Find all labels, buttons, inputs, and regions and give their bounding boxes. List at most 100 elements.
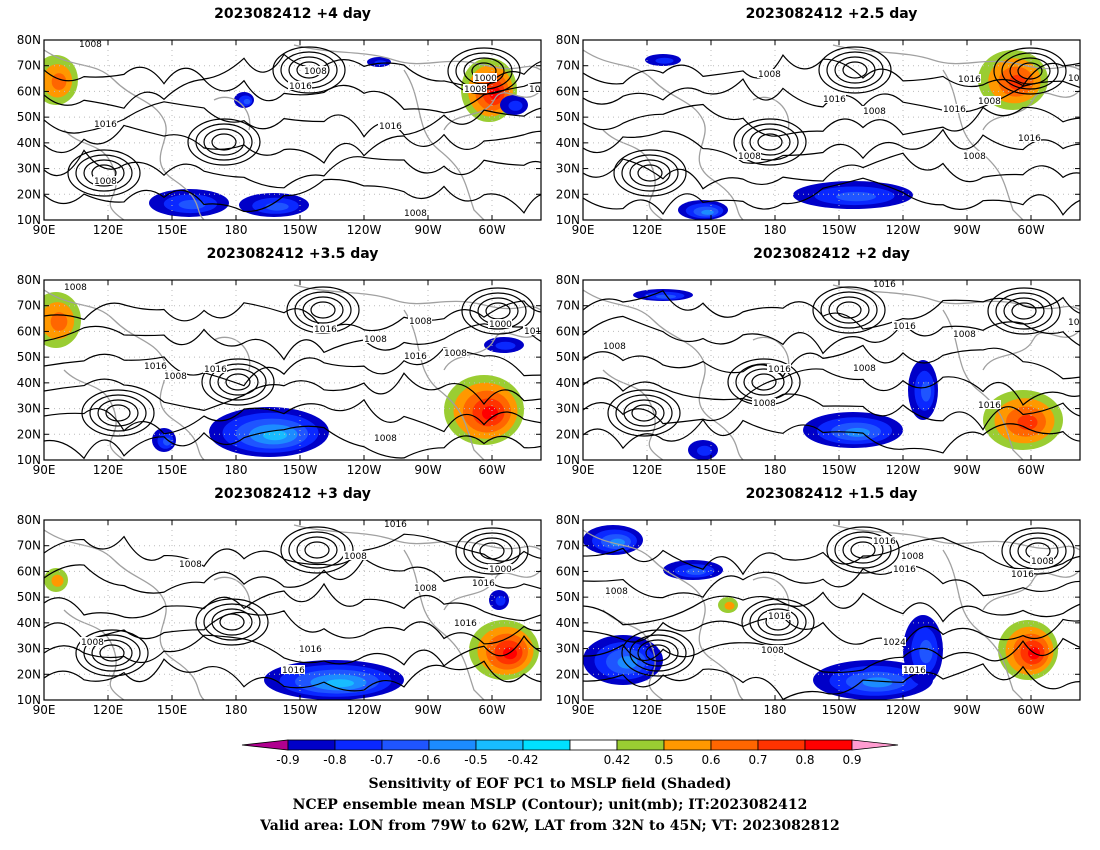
sensitivity-shading-positive (983, 390, 1063, 450)
gridlines (583, 280, 1080, 460)
isobar-label: 1008 (444, 349, 467, 359)
lon-tick-label: 150E (696, 463, 727, 477)
isobar-label: 1016 (379, 122, 402, 132)
isobar-label: 1008 (963, 152, 986, 162)
isobar-label: 1008 (81, 638, 104, 648)
isobar-label: 1008 (404, 209, 427, 219)
isobar-label: 1016 (144, 362, 167, 372)
isobar-label: 1016 (384, 520, 407, 530)
lon-tick-label: 120W (886, 703, 921, 717)
lon-tick-label: 90E (33, 703, 56, 717)
sensitivity-shading-positive (444, 375, 524, 445)
isobar-label: 1008 (605, 587, 628, 597)
footer-contour-note: NCEP ensemble mean MSLP (Contour); unit(… (292, 797, 808, 813)
lon-tick-label: 60W (1017, 223, 1044, 237)
sensitivity-shading-negative (489, 590, 509, 610)
lon-tick-label: 120E (93, 703, 124, 717)
isobar-contours (583, 46, 1080, 216)
lon-tick-label: 180 (764, 703, 787, 717)
lon-tick-label: 90W (414, 703, 441, 717)
lat-tick-label: 20N (556, 427, 580, 441)
lat-tick-label: 50N (556, 110, 580, 124)
lon-tick-label: 150W (822, 703, 857, 717)
colorbar-swatch (616, 739, 665, 751)
lon-tick-label: 90W (414, 223, 441, 237)
isobar-label: 1016 (1011, 570, 1034, 580)
sensitivity-shading-negative (500, 95, 528, 115)
colorbar-tick-label: 0.8 (795, 753, 814, 767)
isobar-label: 1008 (853, 364, 876, 374)
colorbar-tick-label: -0.7 (370, 753, 393, 767)
colorbar-max-arrow (851, 739, 899, 751)
lat-tick-label: 80N (556, 273, 580, 287)
colorbar-tick-label: 0.6 (701, 753, 720, 767)
colorbar-swatch (381, 739, 430, 751)
lat-tick-label: 10N (17, 693, 41, 707)
isobar-label: 1016 (873, 537, 896, 547)
colorbar-tick-label: -0.6 (417, 753, 440, 767)
lat-tick-label: 60N (556, 324, 580, 338)
sensitivity-shading-negative (583, 525, 643, 555)
lat-tick-label: 20N (556, 667, 580, 681)
lat-tick-label: 20N (556, 187, 580, 201)
colorbar-swatch (287, 739, 336, 751)
isobar-contours (583, 526, 1080, 700)
isobar-label: 1008 (64, 283, 87, 293)
lon-tick-label: 90W (953, 223, 980, 237)
lat-tick-label: 30N (17, 162, 41, 176)
colorbar-swatch (522, 739, 571, 751)
lon-tick-label: 60W (1017, 463, 1044, 477)
colorbar-tick-label: 0.7 (748, 753, 767, 767)
lat-tick-label: 40N (17, 136, 41, 150)
lon-tick-label: 180 (764, 463, 787, 477)
lon-tick-label: 60W (478, 463, 505, 477)
colorbar-swatch (710, 739, 759, 751)
lat-tick-label: 80N (17, 33, 41, 47)
lon-tick-label: 120E (93, 463, 124, 477)
lon-tick-label: 120W (347, 223, 382, 237)
isobar-label: 1016 (282, 666, 305, 676)
isobar-label: 1008 (761, 646, 784, 656)
colorbar-min-arrow (241, 739, 289, 751)
panel-title-6: 2023082412 +1.5 day (745, 486, 918, 502)
lon-tick-label: 120W (886, 463, 921, 477)
lat-tick-label: 10N (17, 213, 41, 227)
isobar-label: 1016 (1018, 134, 1041, 144)
map-frame (582, 39, 1081, 221)
isobar-label: 1016 (873, 280, 896, 290)
map-frame (43, 519, 542, 701)
lon-tick-label: 90E (572, 703, 595, 717)
panel-title-1: 2023082412 +4 day (214, 6, 371, 22)
lon-tick-label: 90W (953, 463, 980, 477)
panel-title-3: 2023082412 +3.5 day (206, 246, 379, 262)
lon-tick-label: 90W (414, 463, 441, 477)
isobar-contours (44, 526, 541, 692)
lat-tick-label: 60N (556, 84, 580, 98)
footer-title: Sensitivity of EOF PC1 to MSLP field (Sh… (368, 776, 732, 792)
isobar-label: 1000 (489, 320, 512, 330)
lon-tick-label: 150E (157, 463, 188, 477)
coastline (44, 44, 541, 220)
colorbar-tick-label: -0.42 (507, 753, 538, 767)
sensitivity-shading-negative (239, 193, 309, 217)
sensitivity-shading-negative (149, 189, 229, 217)
isobar-label: 1000 (1068, 74, 1091, 84)
isobar-label: 1016 (768, 365, 791, 375)
isobar-label: 1008 (164, 372, 187, 382)
lat-tick-label: 10N (556, 693, 580, 707)
isobar-label: 1008 (953, 330, 976, 340)
map-frame (43, 279, 542, 461)
isobar-label: 1016 (204, 365, 227, 375)
lat-tick-label: 40N (556, 136, 580, 150)
isobar-contours (44, 46, 541, 214)
lat-tick-label: 40N (556, 616, 580, 630)
lon-tick-label: 150E (696, 223, 727, 237)
lon-tick-label: 60W (478, 223, 505, 237)
colorbar-swatch (663, 739, 712, 751)
lat-tick-label: 30N (556, 642, 580, 656)
coastline (44, 524, 541, 700)
isobar-label: 1016 (893, 565, 916, 575)
lat-tick-label: 80N (556, 513, 580, 527)
